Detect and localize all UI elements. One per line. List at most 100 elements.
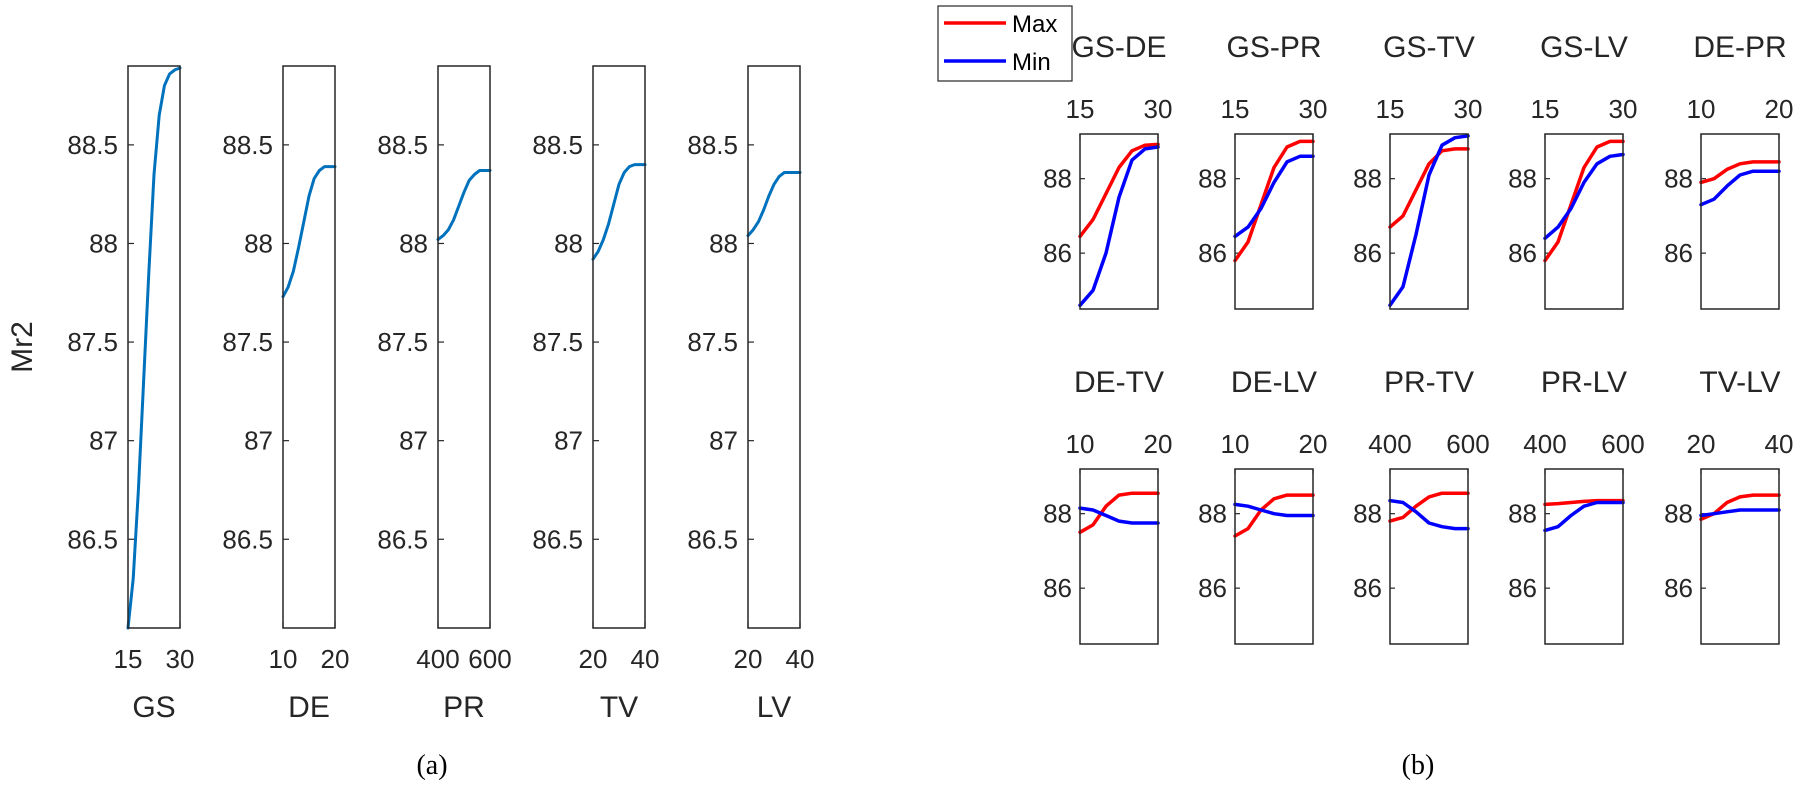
- axes-box: [1700, 468, 1780, 645]
- y-tick-label: 86.5: [687, 524, 738, 554]
- x-tick-label: 15: [1531, 94, 1560, 124]
- y-tick-label: 86: [1353, 573, 1382, 603]
- series-line-min: [1543, 500, 1625, 533]
- axes-box: [1079, 468, 1159, 645]
- subplot-gs-pr: GS-PR 15 30 86 88: [1198, 31, 1327, 310]
- y-tick-label: 86: [1508, 238, 1537, 268]
- x-tick-label: 10: [1066, 429, 1095, 459]
- x-tick-label: 20: [1687, 429, 1716, 459]
- subplot-pr-lv: PR-LV 400 600 86 88: [1508, 366, 1645, 645]
- subplot-de-pr: DE-PR 10 20 86 88: [1664, 31, 1794, 310]
- subplot-gs: 86.5 87 87.5 88 88.5 15 30 GS: [67, 65, 195, 724]
- legend-label-max: Max: [1012, 11, 1057, 38]
- y-tick-label: 88.5: [222, 130, 273, 160]
- y-tick-label: 87: [709, 426, 738, 456]
- x-tick-label: 20: [321, 644, 350, 674]
- axes-box: [1389, 133, 1469, 310]
- x-tick-label: 40: [786, 644, 815, 674]
- axes-box: [1700, 133, 1780, 310]
- y-tick-label: 88: [709, 228, 738, 258]
- axes-box: [1389, 468, 1469, 645]
- panel-b: GS-DE 15 30 86 88 GS-PR 15 30 86 88 GS-TV 15 30 86 88 G…: [1043, 31, 1794, 645]
- y-tick-label: 88: [1043, 164, 1072, 194]
- series-line-mr2: [591, 163, 647, 261]
- series-line-max: [1078, 142, 1160, 239]
- axes-box: [1544, 133, 1624, 310]
- subplot-lv: 86.5 87 87.5 88 88.5 20 40 LV: [687, 65, 815, 724]
- y-tick-label: 87.5: [532, 327, 583, 357]
- x-tick-label: 20: [1765, 94, 1794, 124]
- x-tick-label: 15: [114, 644, 143, 674]
- axes-box: [592, 65, 646, 629]
- series-line-min: [1078, 506, 1160, 525]
- subplot-title: TV-LV: [1699, 366, 1780, 399]
- x-tick-label: 20: [579, 644, 608, 674]
- x-axis-label: LV: [757, 691, 791, 724]
- subplot-gs-tv: GS-TV 15 30 86 88: [1353, 31, 1483, 310]
- series-line-max: [1388, 491, 1470, 523]
- y-tick-label: 87.5: [222, 327, 273, 357]
- series-line-max: [1543, 139, 1625, 263]
- x-tick-label: 15: [1066, 94, 1095, 124]
- y-tick-label: 86: [1664, 238, 1693, 268]
- y-tick-label: 86.5: [532, 524, 583, 554]
- x-tick-label: 20: [1144, 429, 1173, 459]
- subplot-title: GS-PR: [1226, 31, 1321, 64]
- y-tick-label: 86.5: [67, 524, 118, 554]
- x-tick-label: 600: [1601, 429, 1644, 459]
- y-tick-label: 86: [1198, 238, 1227, 268]
- legend-label-min: Min: [1012, 49, 1051, 76]
- x-tick-label: 15: [1376, 94, 1405, 124]
- axes-box: [747, 65, 801, 629]
- x-tick-label: 30: [1454, 94, 1483, 124]
- series-line-max: [1388, 147, 1470, 229]
- y-tick-label: 88.5: [377, 130, 428, 160]
- series-line-min: [1543, 152, 1625, 241]
- series-line-min: [1388, 134, 1470, 308]
- axes-box: [1079, 133, 1159, 310]
- y-tick-label: 88: [1664, 164, 1693, 194]
- axes-box: [282, 65, 336, 629]
- y-tick-label: 88: [1664, 499, 1693, 529]
- y-tick-label: 88: [244, 228, 273, 258]
- subplot-title: DE-TV: [1074, 366, 1164, 399]
- series-line-max: [1233, 493, 1315, 538]
- x-tick-label: 10: [1687, 94, 1716, 124]
- x-tick-label: 600: [468, 644, 511, 674]
- y-tick-label: 88.5: [532, 130, 583, 160]
- axes-box: [127, 65, 181, 629]
- x-tick-label: 30: [1144, 94, 1173, 124]
- series-line-min: [1233, 154, 1315, 239]
- y-tick-label: 88: [89, 228, 118, 258]
- x-tick-label: 10: [269, 644, 298, 674]
- x-tick-label: 40: [1765, 429, 1794, 459]
- y-tick-label: 87.5: [377, 327, 428, 357]
- x-axis-label: PR: [443, 691, 485, 724]
- y-tick-label: 87: [244, 426, 273, 456]
- y-tick-label: 88: [399, 228, 428, 258]
- y-tick-label: 86: [1043, 573, 1072, 603]
- subplot-title: GS-DE: [1071, 31, 1166, 64]
- axes-box: [437, 65, 491, 629]
- subplot-title: GS-TV: [1383, 31, 1475, 64]
- x-tick-label: 20: [1299, 429, 1328, 459]
- subplot-gs-lv: GS-LV 15 30 86 88: [1508, 31, 1638, 310]
- x-tick-label: 30: [166, 644, 195, 674]
- series-line-max: [1233, 139, 1315, 263]
- series-line-max: [1078, 491, 1160, 535]
- x-tick-label: 15: [1221, 94, 1250, 124]
- y-tick-label: 86: [1198, 573, 1227, 603]
- x-tick-label: 30: [1609, 94, 1638, 124]
- series-line-min: [1388, 498, 1470, 531]
- subplot-title: GS-LV: [1540, 31, 1628, 64]
- y-tick-label: 86: [1664, 573, 1693, 603]
- y-axis-label: Mr2: [6, 321, 39, 373]
- y-tick-label: 88: [1353, 499, 1382, 529]
- y-tick-label: 88: [1353, 164, 1382, 194]
- x-axis-label: DE: [288, 691, 330, 724]
- series-line-min: [1078, 145, 1160, 308]
- subplot-de-lv: DE-LV 10 20 86 88: [1198, 366, 1328, 645]
- y-tick-label: 88.5: [687, 130, 738, 160]
- series-line-min: [1233, 502, 1315, 518]
